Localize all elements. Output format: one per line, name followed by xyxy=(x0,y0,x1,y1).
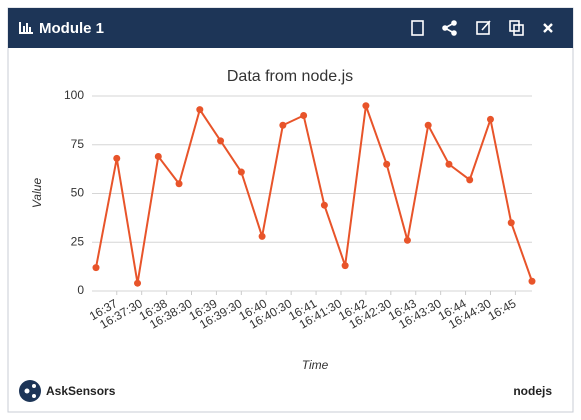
data-point xyxy=(113,154,121,162)
data-point xyxy=(424,121,432,129)
data-point xyxy=(403,236,411,244)
data-point xyxy=(300,112,308,119)
data-point xyxy=(92,264,100,272)
header-bar xyxy=(8,8,573,48)
data-point xyxy=(362,102,370,110)
export-button[interactable] xyxy=(411,20,424,36)
data-point xyxy=(320,201,328,209)
header-title: Module 1 xyxy=(39,20,104,37)
data-point xyxy=(154,152,162,160)
y-tick-label: 100 xyxy=(64,88,84,102)
x-axis-label: Time xyxy=(302,358,329,372)
y-tick-label: 50 xyxy=(71,186,85,200)
data-point xyxy=(258,232,266,240)
y-tick-label: 75 xyxy=(71,137,85,151)
panel xyxy=(7,7,574,413)
data-point xyxy=(445,160,453,168)
close-button[interactable] xyxy=(543,23,553,33)
source: nodejs xyxy=(513,384,552,398)
data-point xyxy=(134,279,142,287)
share-button[interactable] xyxy=(442,20,457,36)
data-point xyxy=(486,115,494,123)
logo-mark xyxy=(24,384,36,398)
logo xyxy=(19,380,41,402)
data-point xyxy=(383,160,391,168)
series-line xyxy=(95,105,533,284)
y-tick-label: 25 xyxy=(71,234,85,248)
data-point xyxy=(279,121,287,129)
data-point xyxy=(528,277,536,285)
data-point xyxy=(175,180,183,188)
data-point xyxy=(507,219,515,227)
brand: AskSensors xyxy=(46,384,116,398)
y-axis-label: Value xyxy=(30,178,44,209)
chart-icon xyxy=(19,22,33,34)
y-tick-label: 0 xyxy=(77,283,84,297)
data-point xyxy=(341,262,349,270)
data-point xyxy=(217,137,225,145)
edit-button[interactable] xyxy=(476,20,491,35)
data-point xyxy=(237,168,245,176)
chart-title: Data from node.js xyxy=(227,68,353,85)
data-point xyxy=(466,176,474,184)
copy-button[interactable] xyxy=(509,20,524,36)
data-point xyxy=(196,106,204,114)
